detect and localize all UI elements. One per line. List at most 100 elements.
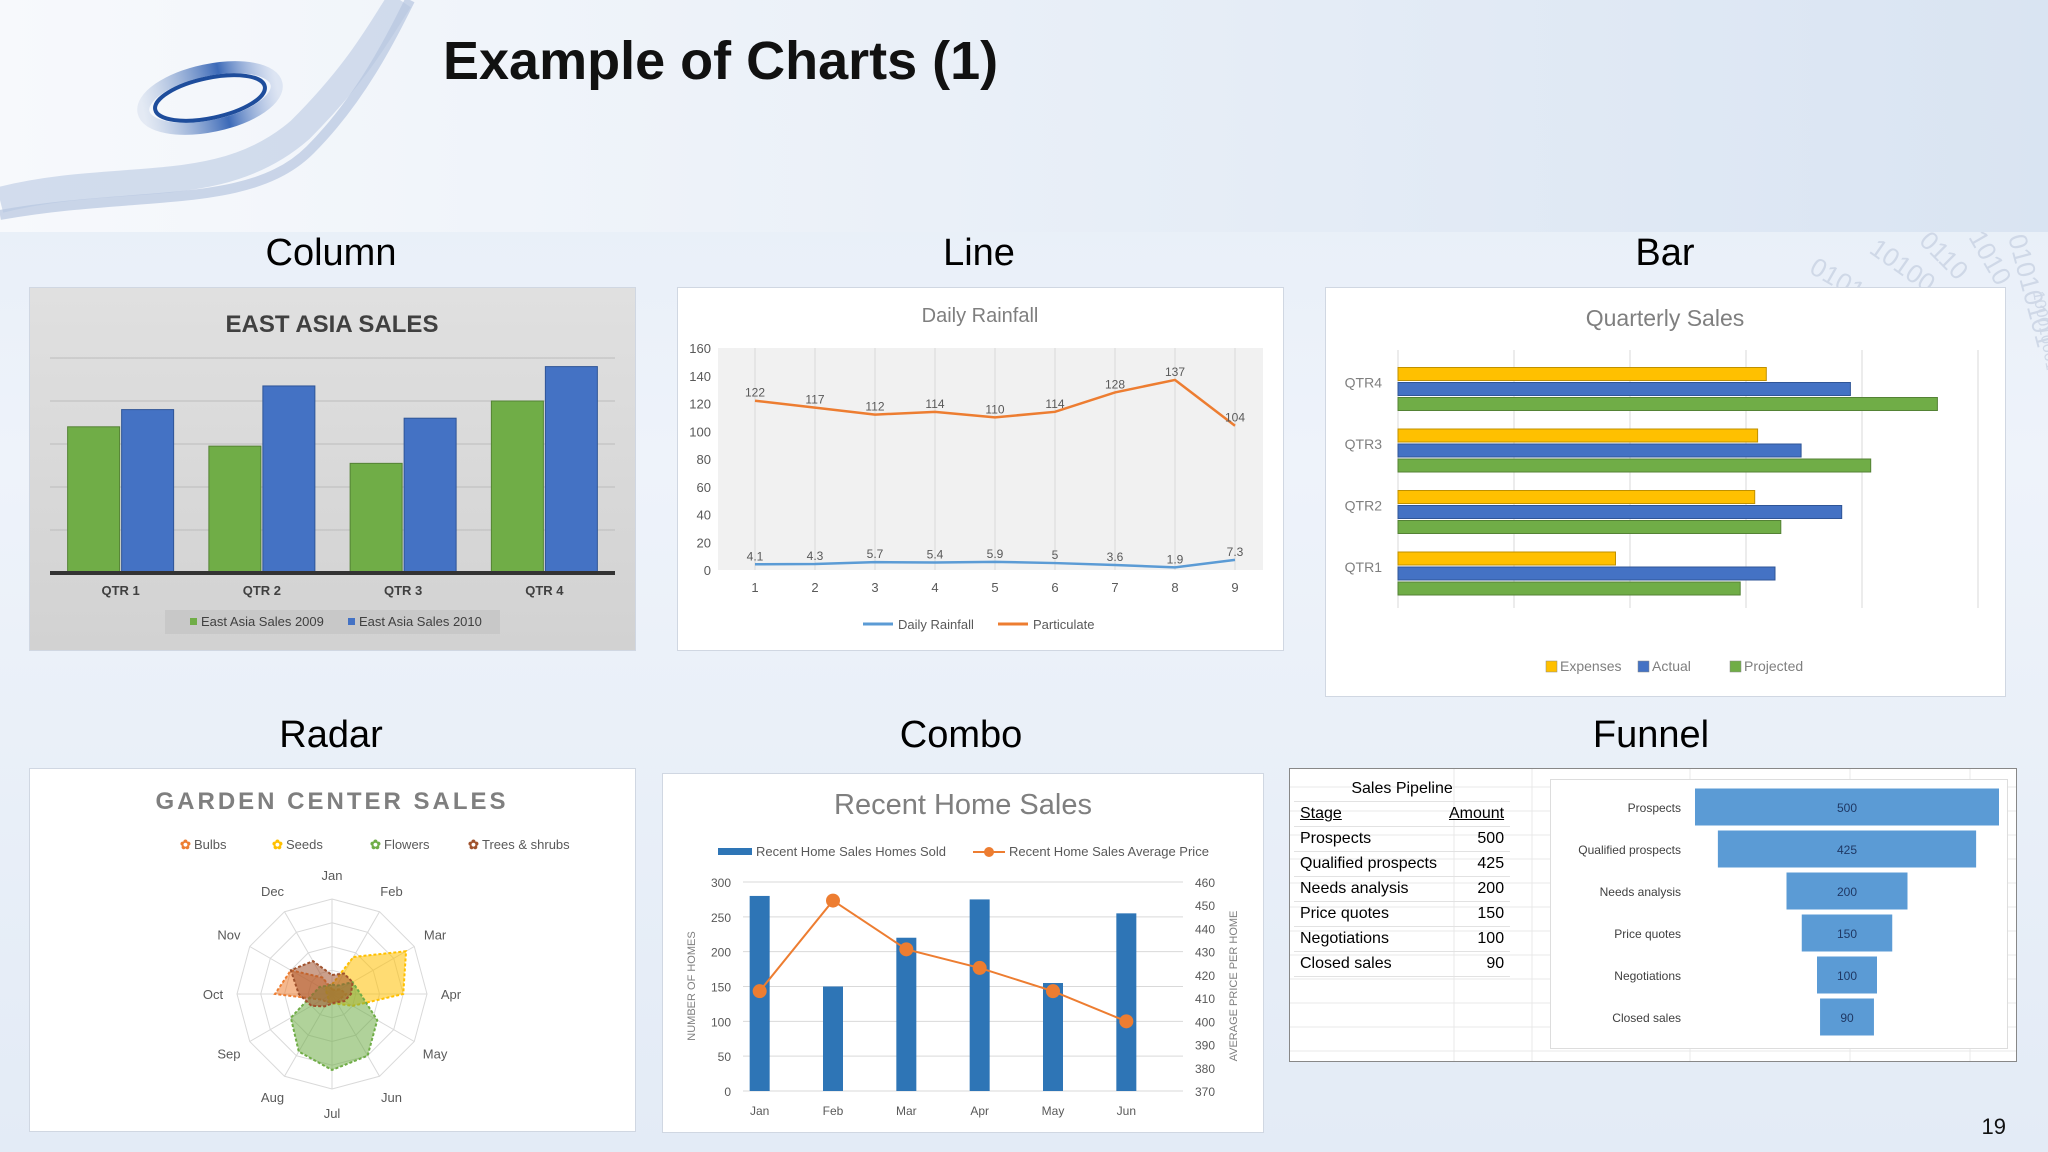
y-tick-label: 250 bbox=[711, 911, 731, 925]
data-label: 500 bbox=[1837, 801, 1857, 815]
bar-label: Bar bbox=[1635, 232, 1695, 274]
x-tick-label: 8 bbox=[1171, 580, 1178, 595]
combo-chart-panel: Recent Home Sales Recent Home Sales Homes… bbox=[662, 773, 1264, 1133]
table-row: Qualified prospects 425 bbox=[1294, 851, 1511, 877]
x-tick-label: 6 bbox=[1051, 580, 1058, 595]
table-cell: 425 bbox=[1442, 851, 1511, 877]
chart-title: Recent Home Sales bbox=[834, 789, 1092, 821]
column-chart-panel: EAST ASIA SALES QTR 1 QTR 2 QTR 3 QTR 4 East … bbox=[29, 287, 636, 651]
table-row: Needs analysis 200 bbox=[1294, 876, 1511, 902]
data-label: 4.1 bbox=[747, 549, 764, 563]
funnel-bar bbox=[1694, 787, 2000, 827]
line-label: Line bbox=[943, 232, 1015, 274]
combo-label: Combo bbox=[899, 714, 1023, 756]
line-chart-panel: Daily Rainfall 0 20 40 60 80 100 120 140 160 1 2 3 4 5… bbox=[677, 287, 1284, 651]
radar-chart: GARDEN CENTER SALES✿ Bulbs ✿ Seeds ✿ Flowers ✿… bbox=[155, 788, 570, 1121]
y2-tick-label: 460 bbox=[1195, 876, 1215, 890]
x-tick-label: Apr bbox=[970, 1104, 989, 1118]
data-label: 150 bbox=[1837, 927, 1857, 941]
data-label: 137 bbox=[1165, 365, 1185, 379]
bar bbox=[1043, 983, 1063, 1091]
data-label: 200 bbox=[1837, 885, 1857, 899]
category-label: May bbox=[423, 1047, 448, 1062]
y-tick-label: 100 bbox=[711, 1015, 731, 1029]
y-tick-label: 140 bbox=[689, 369, 711, 384]
x-tick-label: 1 bbox=[751, 580, 758, 595]
category-label: Mar bbox=[424, 928, 447, 943]
category-label: Needs analysis bbox=[1600, 885, 1681, 899]
bar bbox=[896, 937, 917, 1091]
category-label: Feb bbox=[380, 884, 402, 899]
x-tick-label: 2 bbox=[811, 580, 818, 595]
legend-label: Seeds bbox=[286, 837, 323, 852]
chart-title: GARDEN CENTER SALES bbox=[155, 788, 508, 815]
bar bbox=[1397, 581, 1741, 596]
funnel-chart: 500 Prospects 425 Qualified prospects 200 Nee… bbox=[1578, 787, 2000, 1037]
legend-label: Particulate bbox=[1033, 617, 1094, 632]
funnel-bar bbox=[1785, 871, 1909, 911]
category-label: Dec bbox=[261, 884, 285, 899]
category-label: Apr bbox=[441, 987, 462, 1002]
y2-tick-label: 430 bbox=[1195, 946, 1215, 960]
bar bbox=[1397, 458, 1872, 473]
bar-chart-panel: Quarterly Sales QTR1 QTR2 QTR3 QTR4 Expenses A… bbox=[1325, 287, 2006, 697]
table-cell: Closed sales bbox=[1294, 951, 1443, 977]
legend-swatch bbox=[1545, 660, 1558, 673]
legend-marker bbox=[984, 847, 994, 857]
x-tick-label: 4 bbox=[931, 580, 938, 595]
y-tick-label: 300 bbox=[711, 876, 731, 890]
y2-tick-label: 380 bbox=[1195, 1062, 1215, 1076]
bar bbox=[1397, 520, 1782, 534]
x-tick-label: Feb bbox=[823, 1104, 844, 1118]
category-label: Nov bbox=[217, 928, 241, 943]
y2-tick-label: 440 bbox=[1195, 922, 1215, 936]
chart-title: Daily Rainfall bbox=[922, 305, 1039, 327]
category-label: Oct bbox=[203, 987, 224, 1002]
legend-label: Flowers bbox=[384, 837, 430, 852]
bar bbox=[490, 400, 544, 574]
plot-area bbox=[718, 348, 1263, 570]
radar-label: Radar bbox=[279, 714, 383, 756]
y-tick-label: 50 bbox=[718, 1050, 732, 1064]
funnel-data-table: Sales Pipeline Stage Amount Prospects 500 Qua… bbox=[1294, 777, 1511, 977]
funnel-bar bbox=[1800, 913, 1894, 953]
line-marker bbox=[752, 984, 767, 999]
bar bbox=[1116, 913, 1137, 1091]
category-label: Jul bbox=[324, 1106, 341, 1121]
x-tick-label: QTR 1 bbox=[101, 583, 139, 598]
legend-label: East Asia Sales 2009 bbox=[201, 614, 324, 629]
bar bbox=[544, 366, 598, 574]
data-label: 122 bbox=[745, 386, 765, 400]
legend-swatch bbox=[1729, 660, 1742, 673]
data-label: 104 bbox=[1225, 411, 1245, 425]
y-tick-label: QTR4 bbox=[1345, 375, 1383, 391]
y-tick-label: QTR1 bbox=[1345, 559, 1383, 575]
data-label: 3.6 bbox=[1107, 550, 1124, 564]
y-tick-label: 160 bbox=[689, 341, 711, 356]
x-tick-label: QTR 3 bbox=[384, 583, 422, 598]
y2-tick-label: 390 bbox=[1195, 1039, 1215, 1053]
y-tick-label: 100 bbox=[689, 424, 711, 439]
bar bbox=[823, 986, 843, 1091]
y2-tick-label: 400 bbox=[1195, 1015, 1215, 1029]
data-label: 128 bbox=[1105, 377, 1125, 391]
x-tick-label: Mar bbox=[896, 1104, 917, 1118]
legend-swatch bbox=[718, 848, 752, 855]
category-label: Closed sales bbox=[1612, 1011, 1681, 1025]
table-title: Sales Pipeline bbox=[1294, 777, 1511, 802]
line-marker bbox=[972, 960, 987, 975]
y2-tick-label: 450 bbox=[1195, 899, 1215, 913]
data-label: 110 bbox=[985, 402, 1004, 416]
table-row: Price quotes 150 bbox=[1294, 901, 1511, 927]
category-label: Sep bbox=[217, 1047, 240, 1062]
y-tick-label: QTR2 bbox=[1345, 498, 1383, 514]
y-tick-label: 0 bbox=[724, 1085, 731, 1099]
table-cell: Price quotes bbox=[1294, 901, 1443, 927]
binary-decoration: 01010 10100 0110 1010 01010101 100010001 bbox=[1805, 232, 2048, 372]
category-label: Qualified prospects bbox=[1578, 843, 1681, 857]
legend-icon: ✿ bbox=[370, 837, 381, 852]
table-title-row: Sales Pipeline bbox=[1294, 777, 1511, 802]
swirl-decoration bbox=[0, 0, 415, 220]
series-line bbox=[758, 899, 1127, 1023]
legend-label: Expenses bbox=[1560, 658, 1621, 674]
